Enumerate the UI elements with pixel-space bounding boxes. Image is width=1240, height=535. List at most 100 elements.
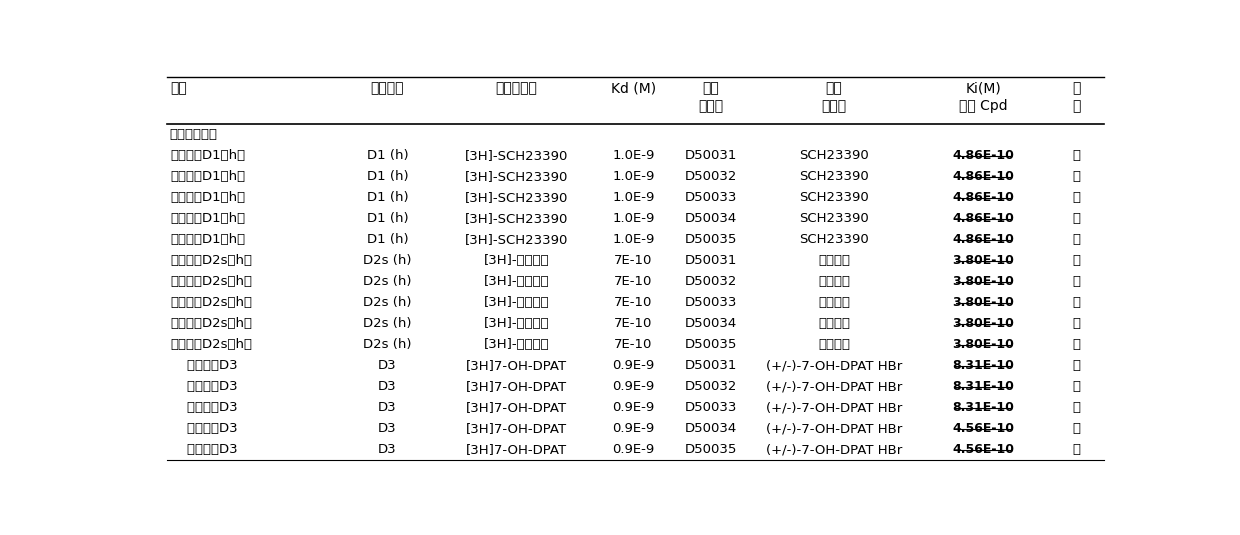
Text: D50035: D50035 — [684, 444, 737, 456]
Text: D3: D3 — [378, 360, 397, 372]
Text: 0.9E-9: 0.9E-9 — [613, 423, 655, 435]
Text: 0.9E-9: 0.9E-9 — [613, 444, 655, 456]
Text: D1 (h): D1 (h) — [367, 170, 408, 184]
Text: [3H]7-OH-DPAT: [3H]7-OH-DPAT — [466, 380, 567, 393]
Text: 无: 无 — [1073, 380, 1080, 393]
Text: (+/-)-7-OH-DPAT HBr: (+/-)-7-OH-DPAT HBr — [766, 360, 903, 372]
Text: 无: 无 — [1073, 276, 1080, 288]
Text: D50031: D50031 — [684, 255, 737, 268]
Text: 1.0E-9: 1.0E-9 — [613, 149, 655, 162]
Text: 无: 无 — [1073, 296, 1080, 309]
Text: 多巴胺，D3: 多巴胺，D3 — [170, 380, 238, 393]
Text: [3H]7-OH-DPAT: [3H]7-OH-DPAT — [466, 423, 567, 435]
Text: D50032: D50032 — [684, 170, 737, 184]
Text: 活: 活 — [1073, 81, 1080, 95]
Text: 1.0E-9: 1.0E-9 — [613, 192, 655, 204]
Text: (+/-)-7-OH-DPAT HBr: (+/-)-7-OH-DPAT HBr — [766, 401, 903, 415]
Text: D2s (h): D2s (h) — [363, 317, 412, 331]
Text: 8.31E-10: 8.31E-10 — [952, 380, 1014, 393]
Text: SCH23390: SCH23390 — [800, 149, 869, 162]
Text: D50033: D50033 — [684, 192, 737, 204]
Text: 氟哌啶醇: 氟哌啶醇 — [818, 339, 851, 351]
Text: 多巴胺，D1（h）: 多巴胺，D1（h） — [170, 212, 246, 225]
Text: 化合物: 化合物 — [822, 99, 847, 113]
Text: 7E-10: 7E-10 — [614, 339, 652, 351]
Text: 4.86E-10: 4.86E-10 — [952, 233, 1014, 247]
Text: 无: 无 — [1073, 317, 1080, 331]
Text: D3: D3 — [378, 401, 397, 415]
Text: 8.31E-10: 8.31E-10 — [952, 401, 1014, 415]
Text: SCH23390: SCH23390 — [800, 233, 869, 247]
Text: 氟哌啶醇: 氟哌啶醇 — [818, 255, 851, 268]
Text: D2s (h): D2s (h) — [363, 339, 412, 351]
Text: SCH23390: SCH23390 — [800, 192, 869, 204]
Text: D50031: D50031 — [684, 149, 737, 162]
Text: 多巴胺，D1（h）: 多巴胺，D1（h） — [170, 233, 246, 247]
Text: D50035: D50035 — [684, 233, 737, 247]
Text: 4.86E-10: 4.86E-10 — [952, 149, 1014, 162]
Text: [3H]-雷氯必利: [3H]-雷氯必利 — [484, 317, 549, 331]
Text: 3.80E-10: 3.80E-10 — [952, 317, 1014, 331]
Text: 无: 无 — [1073, 444, 1080, 456]
Text: 0.9E-9: 0.9E-9 — [613, 380, 655, 393]
Text: [3H]-雷氯必利: [3H]-雷氯必利 — [484, 276, 549, 288]
Text: 无: 无 — [1073, 360, 1080, 372]
Text: 客户: 客户 — [703, 81, 719, 95]
Text: 多巴胺，D1（h）: 多巴胺，D1（h） — [170, 149, 246, 162]
Text: 8.31E-10: 8.31E-10 — [952, 360, 1014, 372]
Text: 性: 性 — [1073, 99, 1080, 113]
Text: 氟哌啶醇: 氟哌啶醇 — [818, 276, 851, 288]
Text: D2s (h): D2s (h) — [363, 255, 412, 268]
Text: 1.0E-9: 1.0E-9 — [613, 212, 655, 225]
Text: D1 (h): D1 (h) — [367, 149, 408, 162]
Text: 多巴胺，D3: 多巴胺，D3 — [170, 360, 238, 372]
Text: 多巴胺，D3: 多巴胺，D3 — [170, 423, 238, 435]
Text: 0.9E-9: 0.9E-9 — [613, 360, 655, 372]
Text: 1.0E-9: 1.0E-9 — [613, 233, 655, 247]
Text: D50035: D50035 — [684, 339, 737, 351]
Text: 7E-10: 7E-10 — [614, 317, 652, 331]
Text: 无: 无 — [1073, 339, 1080, 351]
Text: [3H]-SCH23390: [3H]-SCH23390 — [465, 170, 568, 184]
Text: D50031: D50031 — [684, 360, 737, 372]
Text: 3.80E-10: 3.80E-10 — [952, 296, 1014, 309]
Text: [3H]7-OH-DPAT: [3H]7-OH-DPAT — [466, 401, 567, 415]
Text: 多巴胺，D1（h）: 多巴胺，D1（h） — [170, 170, 246, 184]
Text: D1 (h): D1 (h) — [367, 233, 408, 247]
Text: [3H]-SCH23390: [3H]-SCH23390 — [465, 212, 568, 225]
Text: 多巴胺，D1（h）: 多巴胺，D1（h） — [170, 192, 246, 204]
Text: 4.56E-10: 4.56E-10 — [952, 444, 1014, 456]
Text: 3.80E-10: 3.80E-10 — [952, 276, 1014, 288]
Text: D2s (h): D2s (h) — [363, 276, 412, 288]
Text: 多巴胺，D2s（h）: 多巴胺，D2s（h） — [170, 317, 253, 331]
Text: [3H]-雷氯必利: [3H]-雷氯必利 — [484, 255, 549, 268]
Text: 对照 Cpd: 对照 Cpd — [959, 99, 1008, 113]
Text: 7E-10: 7E-10 — [614, 296, 652, 309]
Text: (+/-)-7-OH-DPAT HBr: (+/-)-7-OH-DPAT HBr — [766, 444, 903, 456]
Text: 测试: 测试 — [170, 81, 187, 95]
Text: 多巴胺，D2s（h）: 多巴胺，D2s（h） — [170, 276, 253, 288]
Text: 1.0E-9: 1.0E-9 — [613, 170, 655, 184]
Text: [3H]-雷氯必利: [3H]-雷氯必利 — [484, 296, 549, 309]
Text: 0.9E-9: 0.9E-9 — [613, 401, 655, 415]
Text: D2s (h): D2s (h) — [363, 296, 412, 309]
Text: D3: D3 — [378, 423, 397, 435]
Text: 无: 无 — [1073, 192, 1080, 204]
Text: 4.56E-10: 4.56E-10 — [952, 423, 1014, 435]
Text: D3: D3 — [378, 444, 397, 456]
Text: 无: 无 — [1073, 401, 1080, 415]
Text: Kd (M): Kd (M) — [611, 81, 656, 95]
Text: 多巴胺，D2s（h）: 多巴胺，D2s（h） — [170, 255, 253, 268]
Text: 氟哌啶醇: 氟哌啶醇 — [818, 296, 851, 309]
Text: [3H]7-OH-DPAT: [3H]7-OH-DPAT — [466, 360, 567, 372]
Text: 无: 无 — [1073, 212, 1080, 225]
Text: D50032: D50032 — [684, 380, 737, 393]
Text: D1 (h): D1 (h) — [367, 192, 408, 204]
Text: SCH23390: SCH23390 — [800, 170, 869, 184]
Text: Ki(M): Ki(M) — [966, 81, 1001, 95]
Text: 无: 无 — [1073, 170, 1080, 184]
Text: [3H]-SCH23390: [3H]-SCH23390 — [465, 233, 568, 247]
Text: 无: 无 — [1073, 255, 1080, 268]
Text: 7E-10: 7E-10 — [614, 255, 652, 268]
Text: 测试简称: 测试简称 — [371, 81, 404, 95]
